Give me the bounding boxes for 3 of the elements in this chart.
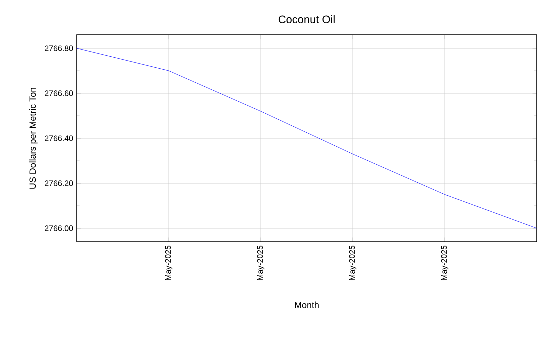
x-axis-title: Month	[295, 302, 319, 308]
y-axis-title: US Dollars per Metric Ton	[29, 88, 38, 189]
chart-title: Coconut Oil	[278, 15, 335, 24]
